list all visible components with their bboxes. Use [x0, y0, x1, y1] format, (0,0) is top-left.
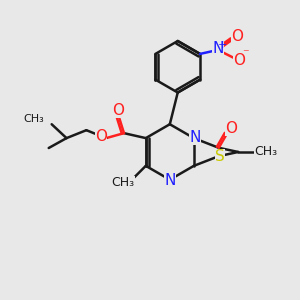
Text: O: O: [231, 28, 243, 44]
Text: O: O: [95, 129, 107, 144]
Text: CH₃: CH₃: [111, 176, 135, 189]
Text: O: O: [233, 53, 245, 68]
Text: CH₃: CH₃: [254, 146, 278, 158]
Text: +: +: [218, 40, 227, 50]
Text: CH₃: CH₃: [23, 114, 44, 124]
Text: ⁻: ⁻: [242, 47, 249, 60]
Text: S: S: [215, 148, 225, 164]
Text: N: N: [212, 41, 224, 56]
Text: O: O: [225, 122, 237, 136]
Text: N: N: [164, 173, 176, 188]
Text: O: O: [112, 103, 124, 118]
Text: N: N: [189, 130, 200, 145]
